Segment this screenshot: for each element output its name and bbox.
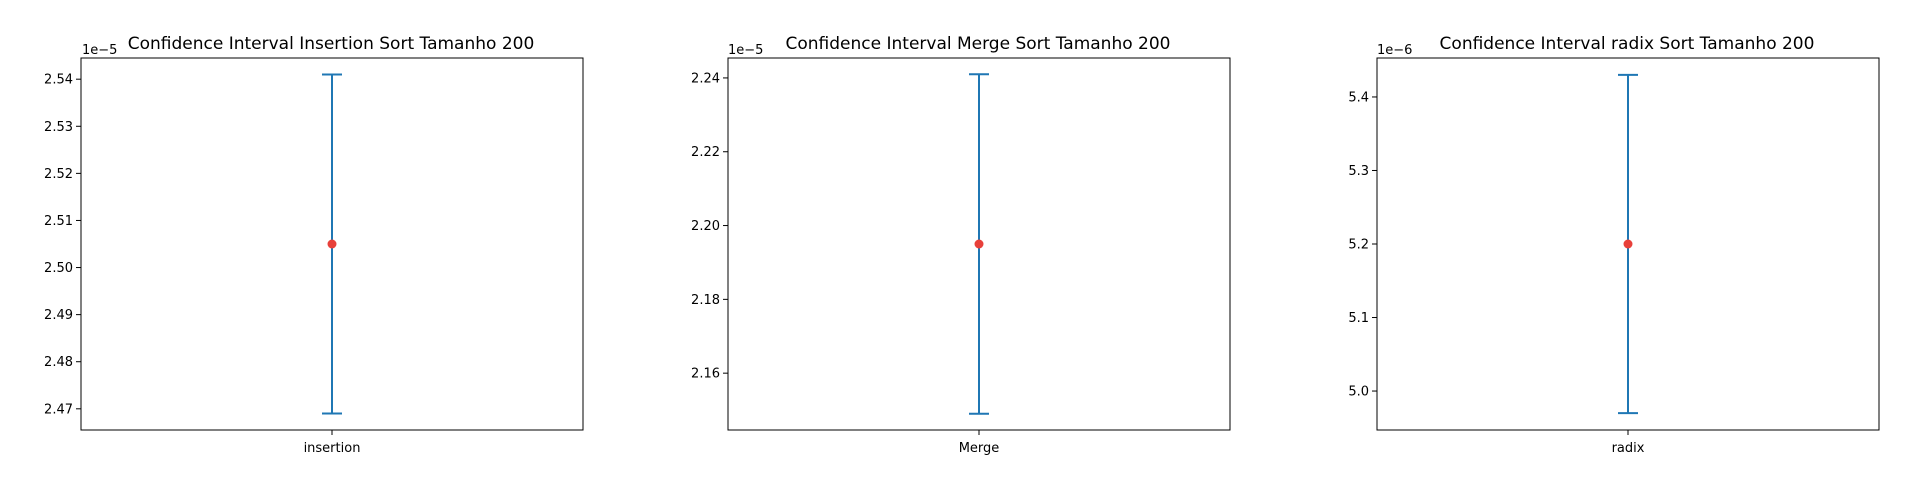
chart-title: Confidence Interval Merge Sort Tamanho 2… [786,34,1171,54]
y-tick-label: 2.53 [44,120,73,135]
y-tick-label: 5.1 [1348,311,1369,326]
data-marks [322,73,342,415]
y-axis: 2.47 2.48 2.49 2.50 2.51 2.52 2.53 2.54 [44,73,333,435]
y-tick-label: 2.22 [691,145,720,160]
y-tick-label: 5.4 [1348,90,1369,105]
x-tick-label: insertion [304,441,361,456]
x-tick-label: Merge [959,441,1000,456]
y-offset-label: 1e−6 [1377,43,1412,58]
y-tick-label: 5.2 [1348,238,1369,253]
data-marks [969,73,989,415]
chart-title: Confidence Interval Insertion Sort Taman… [128,34,535,54]
mean-point [974,239,984,249]
y-offset-label: 1e−5 [82,43,117,58]
y-tick-label: 2.24 [691,71,720,86]
y-axis: 5.0 5.1 5.2 5.3 5.4 [1348,90,1629,435]
y-offset-label: 1e−5 [728,43,763,58]
y-tick-label: 2.48 [44,355,73,370]
chart-panel-radix: Confidence Interval radix Sort Tamanho 2… [1348,34,1880,456]
y-tick-label: 2.50 [44,261,73,276]
y-tick-label: 5.3 [1348,164,1369,179]
chart-panel-merge: Confidence Interval Merge Sort Tamanho 2… [691,34,1231,456]
y-tick-label: 2.18 [691,293,720,308]
y-tick-label: 2.52 [44,167,73,182]
mean-point [327,239,337,249]
y-tick-label: 2.54 [44,73,73,88]
data-marks [1618,73,1638,415]
mean-point [1623,239,1633,249]
x-tick-label: radix [1612,441,1645,456]
chart-title: Confidence Interval radix Sort Tamanho 2… [1440,34,1815,54]
y-tick-label: 2.47 [44,402,73,417]
y-tick-label: 2.16 [691,367,720,382]
y-tick-label: 5.0 [1348,385,1369,400]
y-tick-label: 2.51 [44,214,73,229]
y-tick-label: 2.49 [44,308,73,323]
chart-panel-insertion: Confidence Interval Insertion Sort Taman… [44,34,584,456]
y-axis: 2.16 2.18 2.20 2.22 2.24 [691,71,980,435]
y-tick-label: 2.20 [691,219,720,234]
